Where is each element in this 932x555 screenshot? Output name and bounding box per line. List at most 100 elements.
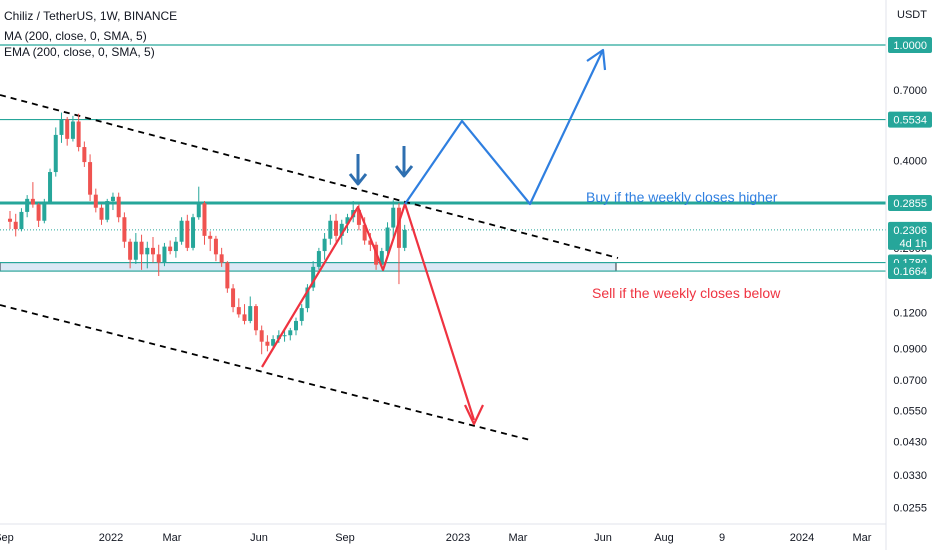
y-tick-label: 0.1200 bbox=[893, 307, 927, 319]
candle bbox=[316, 247, 321, 270]
candle bbox=[253, 304, 258, 336]
x-tick-label: Mar bbox=[509, 532, 528, 544]
candle-body bbox=[236, 307, 241, 315]
blue-breakout-path[interactable] bbox=[404, 51, 603, 206]
candle bbox=[179, 217, 184, 245]
red-breakdown-path[interactable] bbox=[261, 202, 476, 421]
candle bbox=[288, 327, 293, 341]
candle-body bbox=[339, 223, 344, 236]
price-label-value: 0.2306 bbox=[893, 225, 927, 237]
candle-body bbox=[191, 217, 196, 248]
candle-body bbox=[402, 229, 407, 248]
candle-body bbox=[328, 220, 333, 239]
candle bbox=[391, 200, 396, 239]
candle bbox=[385, 222, 390, 255]
candle-body bbox=[208, 235, 213, 239]
candle-body bbox=[105, 201, 110, 220]
price-label-box bbox=[888, 195, 932, 211]
price-label: 0.1664 bbox=[888, 263, 932, 280]
price-label-value: 0.1664 bbox=[893, 266, 927, 278]
candle-body bbox=[13, 221, 18, 230]
candle-body bbox=[396, 207, 401, 248]
candle bbox=[76, 113, 81, 152]
candle-body bbox=[196, 203, 201, 218]
candle-body bbox=[145, 247, 150, 255]
candle bbox=[128, 238, 133, 269]
candle bbox=[282, 330, 287, 342]
candle-body bbox=[19, 211, 24, 230]
candle-body bbox=[271, 339, 276, 346]
annotations-layer: Buy if the weekly closes higher Sell if t… bbox=[586, 189, 781, 301]
candle-body bbox=[48, 172, 53, 202]
candle bbox=[70, 115, 75, 142]
candle bbox=[191, 213, 196, 251]
drawings-layer bbox=[261, 48, 607, 426]
candle bbox=[236, 298, 241, 318]
price-label: 0.5534 bbox=[888, 111, 932, 128]
y-tick-label: 0.0255 bbox=[893, 502, 927, 514]
candle bbox=[168, 240, 173, 255]
candle bbox=[82, 141, 87, 167]
support-range-box[interactable] bbox=[0, 262, 617, 272]
candle bbox=[322, 233, 327, 260]
candle-body bbox=[133, 241, 138, 260]
candle-body bbox=[288, 330, 293, 336]
candle-body bbox=[334, 220, 339, 236]
lower-trendline[interactable] bbox=[0, 304, 531, 441]
candle-body bbox=[128, 241, 133, 260]
upper-trendline[interactable] bbox=[0, 94, 619, 259]
candle bbox=[116, 192, 121, 223]
candle bbox=[402, 224, 407, 252]
candle-body bbox=[282, 335, 287, 337]
y-tick-label: 0.0430 bbox=[893, 437, 927, 449]
ema-indicator-label[interactable]: EMA (200, close, 0, SMA, 5) bbox=[4, 45, 155, 59]
price-label-box bbox=[888, 111, 932, 128]
candle bbox=[145, 241, 150, 269]
candle bbox=[162, 242, 167, 267]
candle bbox=[213, 235, 218, 262]
candle bbox=[156, 244, 161, 276]
candle bbox=[13, 213, 18, 237]
candle-body bbox=[368, 240, 373, 245]
candle bbox=[208, 231, 213, 252]
candle-body bbox=[82, 147, 87, 163]
candle-body bbox=[231, 288, 236, 308]
y-tick-label: 0.0550 bbox=[893, 406, 927, 418]
candle-body bbox=[248, 306, 253, 321]
candle-body bbox=[53, 134, 58, 173]
candle bbox=[305, 284, 310, 313]
x-tick-label: Aug bbox=[654, 532, 674, 544]
candle-body bbox=[36, 204, 41, 221]
price-label-value: 1.0000 bbox=[893, 40, 927, 52]
price-label-box bbox=[888, 37, 932, 53]
candle-body bbox=[179, 220, 184, 242]
candle-body bbox=[219, 254, 224, 263]
candle-body bbox=[76, 121, 81, 148]
down-arrow-icon bbox=[348, 154, 368, 186]
candle bbox=[53, 127, 58, 177]
candle-body bbox=[202, 203, 207, 236]
candle bbox=[65, 116, 70, 146]
candle-body bbox=[213, 238, 218, 255]
down-arrow-head bbox=[394, 165, 414, 178]
candle-body bbox=[139, 241, 144, 255]
candle bbox=[259, 325, 264, 355]
candle bbox=[42, 198, 47, 224]
candle bbox=[139, 234, 144, 270]
red-arrowhead-icon bbox=[464, 404, 484, 426]
ma-indicator-label[interactable]: MA (200, close, 0, SMA, 5) bbox=[4, 29, 147, 43]
y-tick-label: 0.7000 bbox=[893, 85, 927, 97]
candle-body bbox=[265, 341, 270, 346]
candle-body bbox=[356, 210, 361, 225]
candle bbox=[334, 213, 339, 242]
candle-body bbox=[30, 198, 35, 205]
candle bbox=[173, 237, 178, 258]
candle bbox=[225, 261, 230, 293]
trendlines-layer bbox=[0, 94, 619, 441]
symbol-title: Chiliz / TetherUS, 1W, BINANCE bbox=[4, 9, 178, 23]
candle-body bbox=[391, 207, 396, 228]
price-label: 1.0000 bbox=[888, 37, 932, 53]
